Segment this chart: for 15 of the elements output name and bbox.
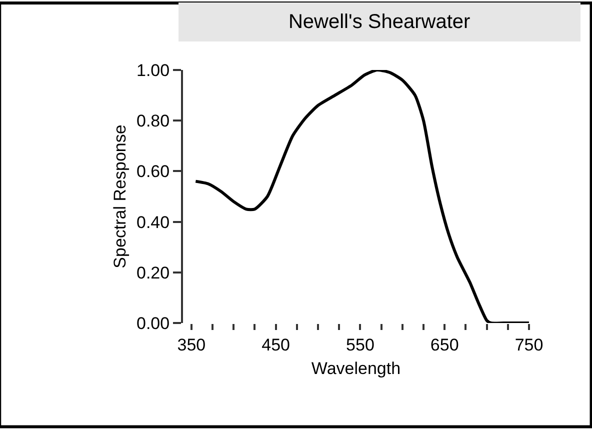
x-tick-label: 450 [262,335,290,354]
x-axis-title: Wavelength [311,358,401,378]
y-axis-title: Spectral Response [110,124,130,268]
y-tick-label: 0.40 [136,212,170,232]
x-tick-label: 650 [430,335,459,354]
y-tick-label: 1.00 [136,60,170,80]
x-tick-label: 750 [514,335,544,354]
y-tick-label: 0.60 [136,162,170,182]
y-tick-label: 0.20 [136,263,170,282]
line-series [194,70,529,323]
chart-title: Newell's Shearwater [288,11,471,33]
y-tick-label: 0.00 [136,314,170,333]
y-tick-label: 0.80 [136,112,170,131]
x-tick-label: 550 [346,335,374,354]
x-tick-label: 350 [177,335,206,354]
